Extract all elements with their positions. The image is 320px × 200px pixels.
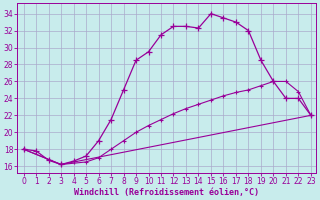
X-axis label: Windchill (Refroidissement éolien,°C): Windchill (Refroidissement éolien,°C) [74, 188, 259, 197]
